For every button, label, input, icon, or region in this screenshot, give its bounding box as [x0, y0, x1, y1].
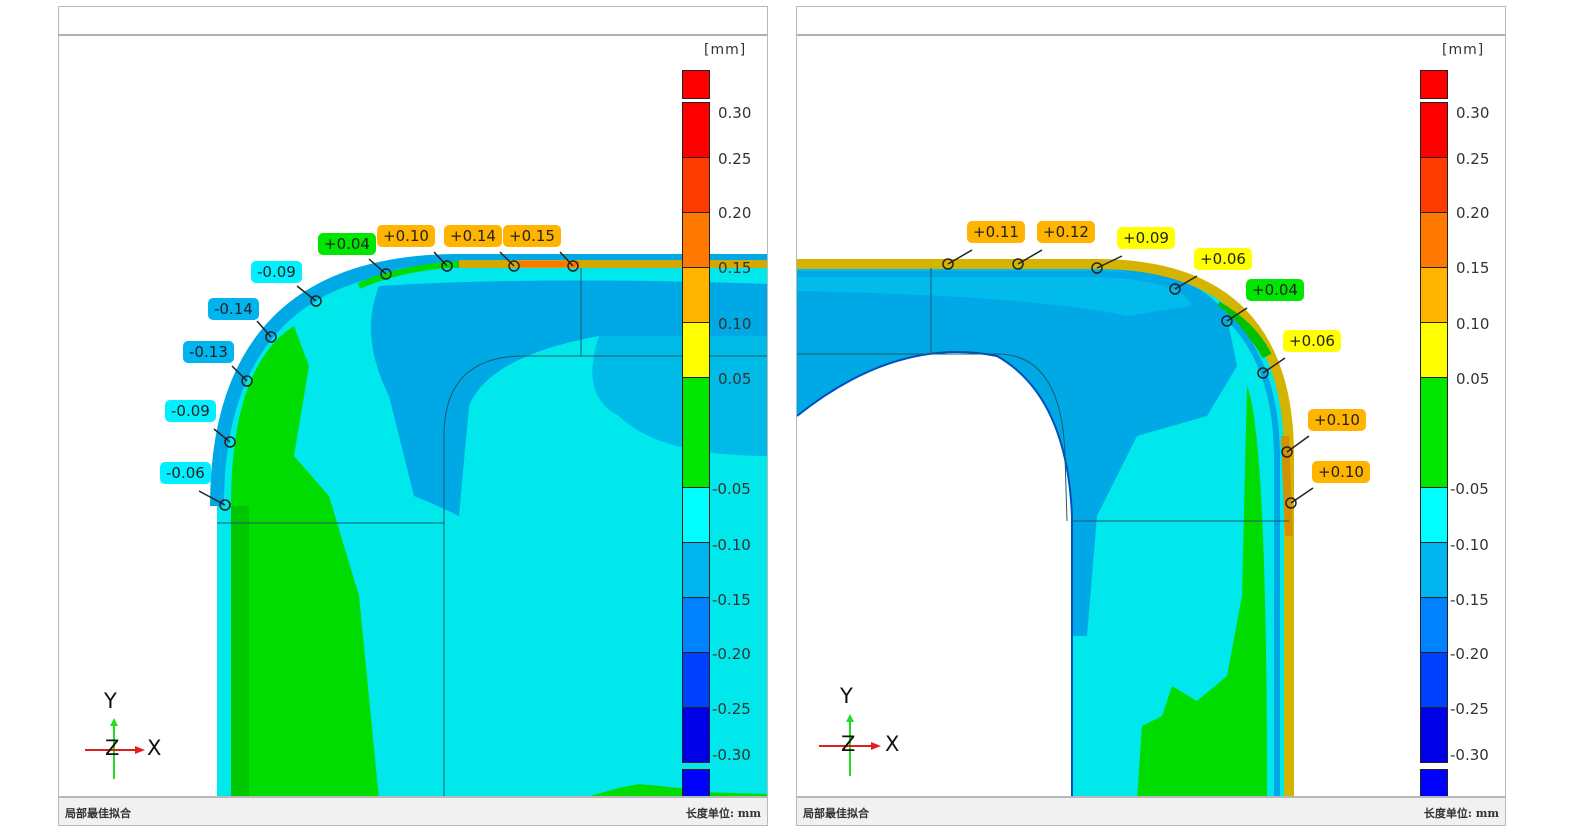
swatch-neg005	[1420, 487, 1448, 543]
deviation-callout[interactable]: +0.04	[1246, 279, 1304, 301]
tick: -0.20	[712, 645, 751, 663]
tick: 0.15	[718, 259, 752, 277]
tick: 0.25	[718, 150, 752, 168]
deviation-callout[interactable]: +0.10	[1308, 409, 1366, 431]
swatch-neg010	[682, 542, 710, 598]
tick: -0.30	[1450, 746, 1489, 764]
tick: 0.20	[1456, 204, 1490, 222]
view-header	[797, 7, 1505, 36]
tick: -0.15	[712, 591, 751, 609]
swatch-neg020	[682, 652, 710, 708]
deviation-callout[interactable]: +0.10	[377, 225, 435, 247]
swatch-025	[1420, 157, 1448, 213]
swatch-neg005	[682, 487, 710, 543]
axis-y-label: Y	[104, 689, 117, 713]
tick: 0.25	[1456, 150, 1490, 168]
tick: -0.25	[1450, 700, 1489, 718]
axis-x-label: X	[885, 732, 900, 756]
color-deviation-map	[797, 249, 1314, 799]
tick: -0.10	[712, 536, 751, 554]
axis-triad: Y Z X	[81, 684, 181, 784]
status-bar: 局部最佳拟合 长度单位: mm	[797, 796, 1505, 825]
axis-z-label: Z	[105, 736, 120, 760]
deviation-callout[interactable]: +0.12	[1037, 221, 1095, 243]
color-scale-legend: [mm] 0.30 0.25 0.20 0.15 0.10 0.05 -0.05…	[1420, 36, 1500, 799]
deviation-callout[interactable]: -0.13	[183, 341, 234, 363]
tick: 0.10	[1456, 315, 1490, 333]
tick: 0.10	[718, 315, 752, 333]
deviation-callout[interactable]: -0.09	[165, 400, 216, 422]
deviation-callout[interactable]: -0.09	[251, 261, 302, 283]
tick: -0.25	[712, 700, 751, 718]
swatch-under	[682, 769, 710, 798]
tick: -0.15	[1450, 591, 1489, 609]
deviation-callout[interactable]: -0.06	[160, 462, 211, 484]
swatch-020	[1420, 212, 1448, 268]
deviation-callout[interactable]: +0.15	[503, 225, 561, 247]
swatch-neg020	[1420, 652, 1448, 708]
tick: 0.15	[1456, 259, 1490, 277]
legend-unit: [mm]	[1442, 42, 1485, 58]
3d-viewport[interactable]: +0.11 +0.12 +0.09 +0.06 +0.04 +0.06 +0.1…	[797, 36, 1505, 799]
tick: -0.30	[712, 746, 751, 764]
swatch-under	[1420, 769, 1448, 798]
tick: 0.20	[718, 204, 752, 222]
deviation-callout[interactable]: +0.14	[444, 225, 502, 247]
swatch-020	[682, 212, 710, 268]
tick: -0.10	[1450, 536, 1489, 554]
deviation-callout[interactable]: +0.09	[1117, 227, 1175, 249]
tick: 0.30	[718, 104, 752, 122]
swatch-neg025	[1420, 707, 1448, 763]
axis-z-label: Z	[841, 732, 856, 756]
fit-mode-label: 局部最佳拟合	[65, 807, 131, 820]
tick: -0.20	[1450, 645, 1489, 663]
swatch-neg010	[1420, 542, 1448, 598]
axis-triad: Y Z X	[817, 678, 917, 778]
deviation-view-left: -0.06 -0.09 -0.13 -0.14 -0.09 +0.04 +0.1…	[58, 6, 768, 826]
unit-label: 长度单位: mm	[1423, 807, 1499, 820]
fit-mode-label: 局部最佳拟合	[803, 807, 869, 820]
swatch-015	[1420, 267, 1448, 323]
swatch-025	[682, 157, 710, 213]
swatch-010	[682, 322, 710, 378]
axis-x-label: X	[147, 736, 162, 760]
swatch-over	[682, 70, 710, 99]
deviation-callout[interactable]: +0.06	[1283, 330, 1341, 352]
swatch-green	[682, 377, 710, 488]
deviation-callout[interactable]: -0.14	[208, 298, 259, 320]
deviation-callout[interactable]: +0.06	[1194, 248, 1252, 270]
swatch-over	[1420, 70, 1448, 99]
swatch-030	[682, 102, 710, 158]
tick: 0.30	[1456, 104, 1490, 122]
view-header	[59, 7, 767, 36]
deviation-callout[interactable]: +0.10	[1312, 461, 1370, 483]
swatch-green	[1420, 377, 1448, 488]
deviation-callout[interactable]: +0.11	[967, 221, 1025, 243]
unit-label: 长度单位: mm	[685, 807, 761, 820]
color-deviation-map	[198, 251, 767, 799]
deviation-view-right: +0.11 +0.12 +0.09 +0.06 +0.04 +0.06 +0.1…	[796, 6, 1506, 826]
color-scale-legend: [mm] 0.30 0.25 0.20 0.15 0.10 0.05 -0.05…	[682, 36, 762, 799]
deviation-callout[interactable]: +0.04	[318, 233, 376, 255]
swatch-neg015	[682, 597, 710, 653]
swatch-010	[1420, 322, 1448, 378]
axis-y-label: Y	[840, 684, 853, 708]
3d-viewport[interactable]: -0.06 -0.09 -0.13 -0.14 -0.09 +0.04 +0.1…	[59, 36, 767, 799]
tick: -0.05	[1450, 480, 1489, 498]
swatch-neg025	[682, 707, 710, 763]
swatch-030	[1420, 102, 1448, 158]
tick: 0.05	[1456, 370, 1490, 388]
swatch-015	[682, 267, 710, 323]
tick: 0.05	[718, 370, 752, 388]
swatch-neg015	[1420, 597, 1448, 653]
status-bar: 局部最佳拟合 长度单位: mm	[59, 796, 767, 825]
tick: -0.05	[712, 480, 751, 498]
legend-unit: [mm]	[704, 42, 747, 58]
